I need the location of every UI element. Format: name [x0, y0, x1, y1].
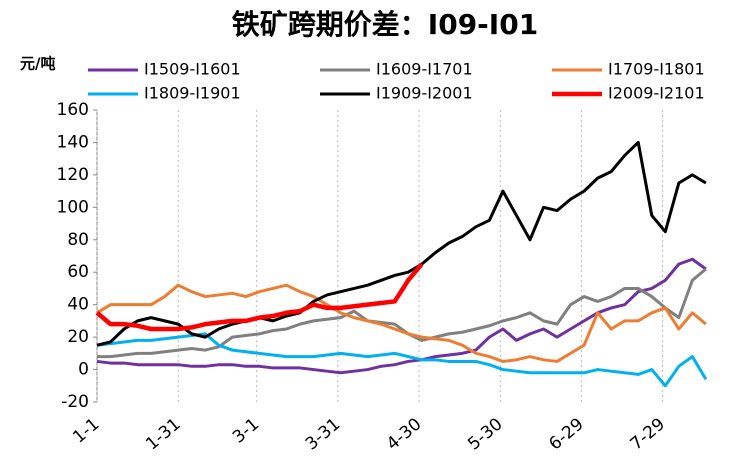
legend-label: I1909-I2001	[376, 84, 473, 103]
series-line	[97, 267, 707, 359]
y-axis-label: 元/吨	[20, 55, 55, 73]
chart-title: 铁矿跨期价差：I09-I01	[232, 8, 538, 41]
y-tick-label: 120	[57, 165, 89, 185]
legend-label: I1809-I1901	[144, 84, 241, 103]
x-tick-label: 1-1	[69, 414, 103, 447]
y-tick-label: 100	[57, 197, 89, 217]
series-line	[96, 283, 707, 363]
x-tick-label: 1-31	[142, 414, 184, 454]
y-tick-label: 0	[78, 360, 89, 380]
y-tick-label: 20	[67, 327, 89, 347]
series-line	[95, 262, 424, 332]
y-tick-label: 160	[57, 100, 89, 120]
x-tick-label: 3-1	[229, 414, 263, 447]
x-tick-label: 5-30	[464, 414, 506, 454]
x-tick-label: 4-30	[383, 414, 425, 454]
y-tick-label: -20	[61, 392, 89, 412]
legend-label: I1609-I1701	[376, 60, 473, 79]
x-tick-label: 7-29	[627, 414, 669, 454]
y-tick-label: 140	[57, 132, 89, 152]
y-tick-label: 40	[67, 295, 89, 315]
series-line	[96, 332, 708, 388]
x-tick-label: 3-31	[302, 414, 344, 454]
y-tick-label: 80	[67, 230, 89, 250]
legend-label: I1509-I1601	[144, 60, 241, 79]
legend-label: I2009-I2101	[608, 84, 705, 103]
y-tick-label: 60	[67, 262, 89, 282]
series-line	[96, 140, 707, 347]
x-tick-label: 6-29	[545, 414, 587, 454]
legend-label: I1709-I1801	[608, 60, 705, 79]
series-line	[96, 257, 707, 375]
